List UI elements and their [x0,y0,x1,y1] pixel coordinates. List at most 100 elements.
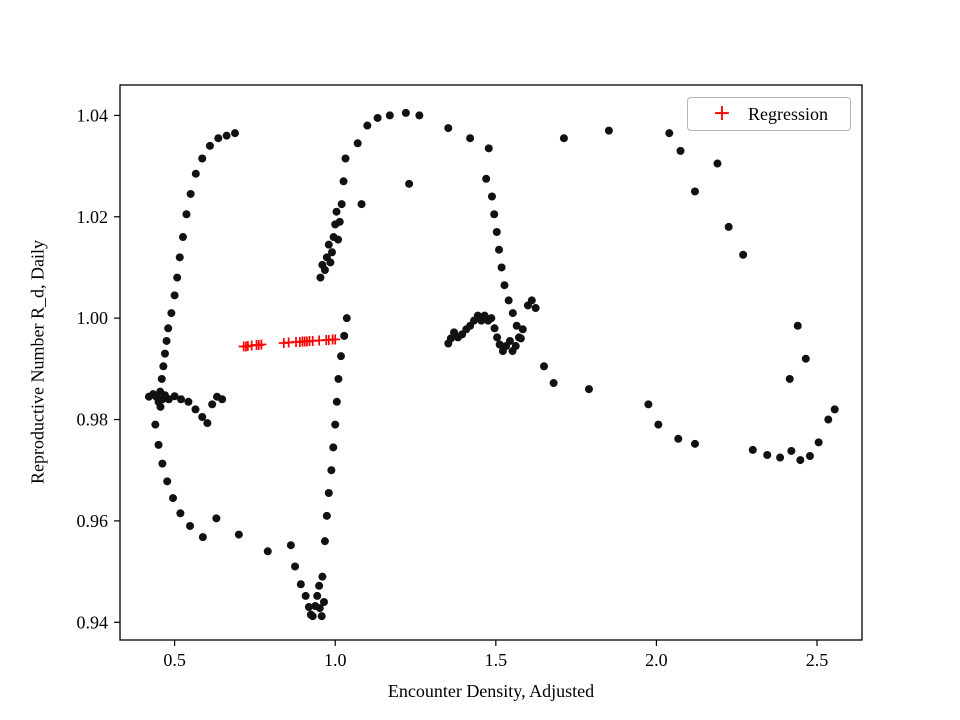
scatter-point [497,263,506,272]
scatter-point [444,124,453,133]
scatter-point [164,324,173,333]
scatter-point [324,240,333,249]
y-tick-label: 1.02 [77,207,109,227]
scatter-point [184,397,193,406]
scatter-point [176,509,185,518]
scatter-point [763,451,772,459]
x-tick-label: 2.0 [645,650,668,670]
x-tick-label: 1.0 [324,650,347,670]
scatter-point [332,397,341,406]
scatter-point [531,304,540,313]
scatter-point [401,108,410,117]
scatter-point [518,325,527,334]
scatter-point [490,210,499,219]
scatter-point [801,354,810,363]
scatter-point [654,420,663,429]
scatter-point [484,144,493,153]
scatter-point [170,392,179,401]
scatter-point [336,352,345,361]
scatter-point [776,453,785,462]
y-tick-label: 0.94 [77,612,109,632]
scatter-point [415,111,424,120]
y-tick-label: 1.00 [77,308,109,328]
scatter-point [487,192,496,201]
scatter-point [173,273,182,282]
scatter-point [313,591,322,600]
scatter-point [214,134,223,143]
scatter-point [446,334,455,343]
scatter-point [373,113,382,122]
scatter-point [167,309,176,318]
scatter-point [169,494,177,503]
scatter-point [665,129,674,138]
scatter-point [527,296,536,305]
scatter-point [162,336,171,345]
scatter-point [805,452,814,461]
scatter-point [340,331,349,340]
scatter-point [334,235,343,244]
scatter-point [512,321,521,330]
scatter-point [724,222,733,231]
legend: + Regression [687,97,851,131]
scatter-point [317,612,326,621]
scatter-point [205,141,214,150]
scatter-point [493,333,502,342]
scatter-point [320,537,329,546]
scatter-point [508,309,517,318]
scatter-point [234,530,243,539]
scatter-point [304,603,313,612]
scatter-point [713,159,722,168]
scatter-point [482,174,491,183]
scatter-point [286,541,295,550]
scatter-point [335,217,344,226]
scatter-point [644,400,653,409]
scatter-point [151,420,160,429]
scatter-point [511,342,520,351]
scatter-point [198,533,207,542]
legend-entry-label: Regression [748,103,828,124]
scatter-point [363,121,372,130]
scatter-point [203,419,212,428]
scatter-point [186,189,195,198]
scatter-point [324,489,333,498]
scatter-point [222,131,231,140]
regression-point [256,339,267,350]
scatter-point [748,445,757,454]
scatter-point [341,154,350,163]
scatter-point [814,438,823,447]
scatter-point [559,134,568,143]
x-tick-label: 2.5 [806,650,829,670]
scatter-point [301,591,310,600]
scatter-point [353,139,362,148]
scatter-point [332,207,341,216]
scatter-point [824,415,833,424]
scatter-point [296,580,305,589]
scatter-point [487,314,496,323]
scatter-point [342,314,351,323]
scatter-point [793,321,802,330]
scatter-point [316,273,325,282]
scatter-point [154,440,163,449]
scatter-point [198,412,207,421]
x-tick-label: 0.5 [163,650,186,670]
scatter-point [308,612,317,621]
scatter-point [466,134,475,143]
scatter-point [158,459,167,468]
scatter-point [156,402,165,411]
scatter-point [785,374,794,383]
scatter-point [495,340,504,349]
scatter-point [208,400,217,409]
scatter-point [604,126,613,135]
scatter-point [291,562,300,571]
scatter-point [329,443,338,452]
scatter-point [514,333,523,342]
scatter-point [334,374,343,383]
axes-frame [119,84,863,641]
scatter-point [163,477,172,486]
y-axis-label: Reproductive Number R_d, Daily [27,240,48,484]
scatter-point [385,111,394,120]
scatter-point [327,466,336,475]
scatter-point [504,296,513,305]
scatter-point [319,597,328,606]
